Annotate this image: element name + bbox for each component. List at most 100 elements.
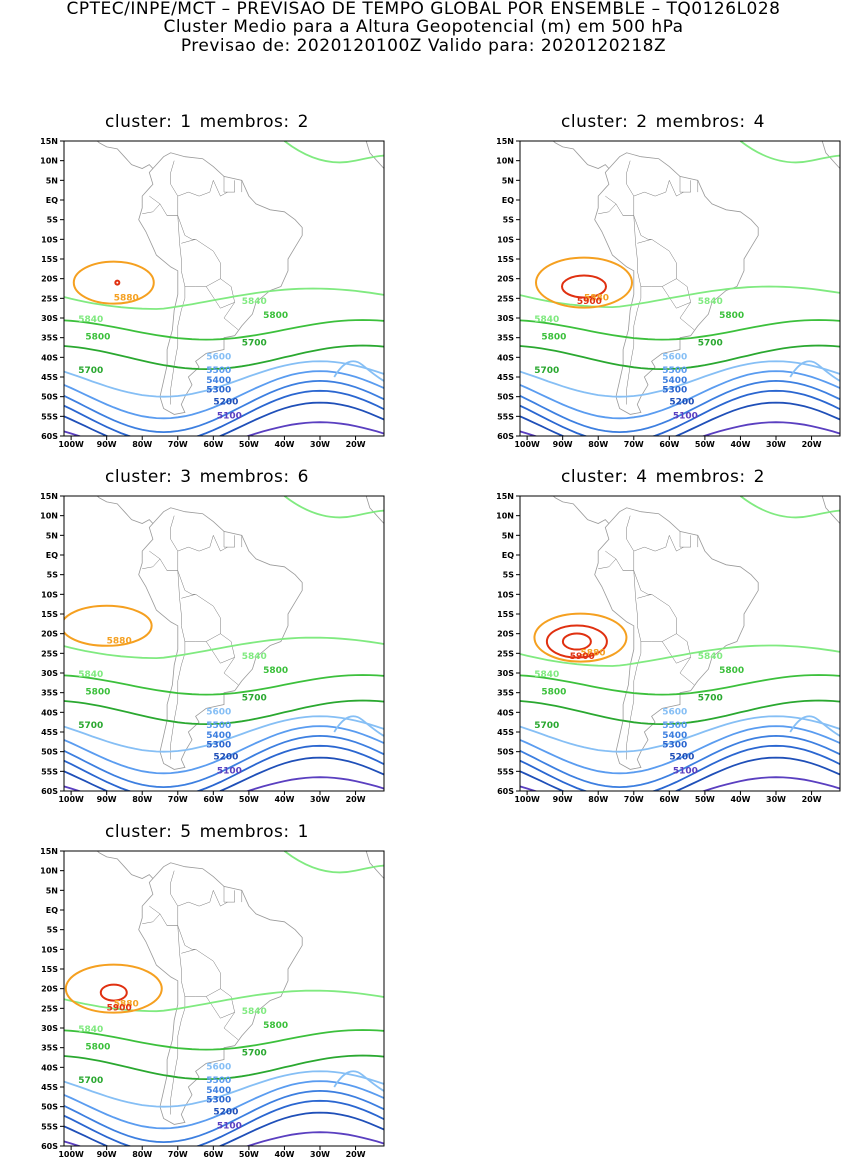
contour-label-5880: 5880 [584,293,609,303]
contour-label-5700: 5700 [534,721,559,731]
coastline [71,851,154,879]
lon-tick-label: 20W [802,440,822,449]
lon-tick-label: 70W [624,440,644,449]
contour-label-5800: 5800 [263,311,288,321]
lat-tick-label: 35S [41,1044,58,1053]
contour-5840-north [283,141,384,164]
members-count: 1 [297,822,309,842]
cluster-label: cluster: [105,822,173,842]
contour-label-5900: 5900 [107,1003,132,1013]
lon-tick-label: 40W [274,1150,294,1159]
lat-tick-label: 15S [497,610,514,619]
contour-label-5700: 5700 [78,366,103,376]
lat-tick-label: 25S [41,649,58,658]
cluster-panel-5: cluster: 5 membros: 1 5880 5840 5840 5800 5800 57… [0,822,400,1162]
lat-tick-label: 55S [41,767,58,776]
cluster-label: cluster: [105,112,173,132]
lat-tick-label: 5N [46,531,58,540]
contour-label-5700: 5700 [242,1049,267,1059]
contour-label-5300: 5300 [206,741,231,751]
lat-tick-label: 40S [41,1063,58,1072]
lon-tick-label: 30W [766,440,786,449]
contour-label-5800: 5800 [541,333,566,343]
members-count: 6 [297,467,309,487]
contour-label-5800: 5800 [85,1043,110,1053]
lat-tick-label: EQ [46,196,58,205]
contour-5700 [64,344,384,371]
lat-tick-label: 35S [41,334,58,343]
country-border [605,195,635,216]
lon-tick-label: 30W [310,1150,330,1159]
lon-tick-label: 100W [58,1150,84,1159]
cluster-panel-title: cluster: 3 membros: 6 [22,467,392,487]
contour-label-5800: 5800 [719,666,744,676]
contour-5300 [64,389,384,436]
contour-label-5840: 5840 [698,297,723,307]
contour-5880 [535,256,633,309]
coastline [138,507,303,770]
country-border [170,980,186,1115]
coastline [71,141,154,169]
lon-tick-label: 40W [274,440,294,449]
contour-label-5300: 5300 [662,386,687,396]
contour-label-5100: 5100 [217,411,242,421]
lat-tick-label: 45S [41,1083,58,1092]
lon-tick-label: 90W [553,440,573,449]
lat-tick-label: 15S [41,610,58,619]
lon-tick-label: 80W [132,1150,152,1159]
country-border [623,215,638,271]
contour-5100 [64,421,384,436]
contour-5840 [64,989,384,1013]
cluster-panel-title: cluster: 5 membros: 1 [22,822,392,842]
contour-label-5700: 5700 [698,339,723,349]
contour-5500 [520,370,840,420]
coastline [365,851,384,880]
lat-tick-label: 50S [41,1103,58,1112]
lat-tick-label: 10N [40,867,58,876]
lon-tick-label: 30W [766,795,786,804]
lat-tick-label: 15S [41,255,58,264]
contour-5600-bump [333,1070,384,1092]
contour-5400 [520,734,840,789]
lat-tick-label: 20S [41,275,58,284]
lat-tick-label: 60S [497,432,514,441]
country-border [205,278,235,309]
coastline [594,507,759,770]
country-border [177,570,196,595]
lat-tick-label: 5N [502,176,514,185]
contour-5600 [64,1070,384,1108]
contour-label-5100: 5100 [673,411,698,421]
contour-5840 [64,636,384,660]
contour-label-5200: 5200 [213,753,238,763]
coastline [821,496,840,525]
contour-5840-north [739,496,840,519]
contour-5500 [64,1080,384,1130]
contour-label-5500: 5500 [662,721,687,731]
contour-5200 [64,1111,384,1146]
lat-tick-label: 45S [41,373,58,382]
contour-5840-north [739,141,840,164]
country-border [181,594,221,642]
lon-tick-label: 60W [203,795,223,804]
lon-tick-label: 60W [203,440,223,449]
lat-tick-label: 30S [497,669,514,678]
country-border [170,515,214,552]
country-border [598,203,617,215]
contour-5800 [64,674,384,696]
lat-tick-label: 30S [41,314,58,323]
country-border [598,558,617,570]
cluster-number: 3 [180,467,192,487]
members-count: 2 [297,112,309,132]
header-subtitle: Cluster Medio para a Altura Geopotencial… [163,17,684,37]
lon-tick-label: 80W [588,440,608,449]
lat-tick-label: 10N [40,157,58,166]
lat-tick-label: 45S [497,728,514,737]
country-border [626,625,642,760]
country-border [181,949,221,997]
contour-5300 [520,744,840,791]
lon-tick-label: 30W [310,440,330,449]
contour-5800 [64,1029,384,1051]
contour-5840 [64,287,384,310]
lat-tick-label: 5S [47,216,59,225]
contour-label-5200: 5200 [213,398,238,408]
